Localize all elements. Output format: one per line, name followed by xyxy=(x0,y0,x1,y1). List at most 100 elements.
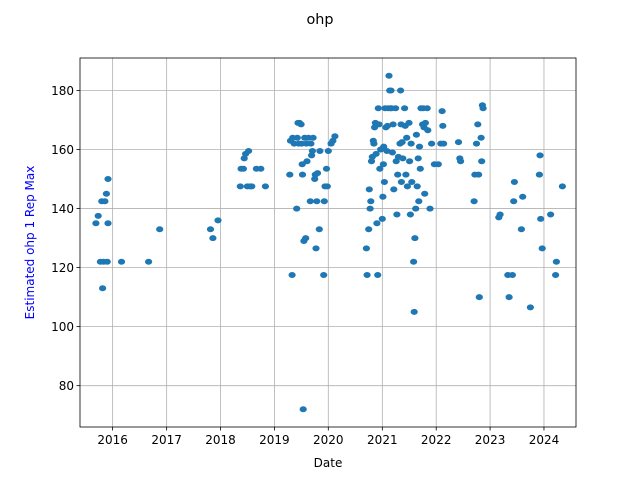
data-point xyxy=(117,258,126,265)
data-point xyxy=(363,272,371,278)
data-point xyxy=(397,87,405,94)
data-point xyxy=(313,198,321,205)
data-point xyxy=(470,198,478,205)
data-point xyxy=(406,158,414,165)
data-point xyxy=(293,205,301,212)
x-tick-label: 2023 xyxy=(475,433,506,447)
data-point xyxy=(299,406,307,413)
data-point xyxy=(261,183,269,190)
data-point xyxy=(510,198,518,205)
data-point xyxy=(519,193,527,200)
data-point xyxy=(322,165,331,172)
data-point xyxy=(412,205,420,212)
data-point xyxy=(477,134,485,141)
data-point xyxy=(379,161,387,168)
data-point xyxy=(245,148,253,154)
data-point xyxy=(505,294,513,301)
data-point xyxy=(401,105,409,112)
data-point xyxy=(526,304,535,311)
data-point xyxy=(315,226,323,233)
data-point xyxy=(375,121,383,128)
data-point xyxy=(308,148,316,154)
data-point xyxy=(479,105,487,112)
y-tick-label: 80 xyxy=(59,379,74,393)
data-point xyxy=(389,121,397,128)
data-point xyxy=(411,235,419,242)
data-point xyxy=(92,220,100,227)
data-point xyxy=(394,171,402,178)
data-point xyxy=(538,245,546,252)
y-tick-label: 140 xyxy=(51,202,74,216)
data-point xyxy=(248,183,256,190)
data-point xyxy=(316,148,324,154)
data-point xyxy=(426,205,434,212)
data-point xyxy=(206,226,215,233)
x-axis-label: Date xyxy=(314,456,343,470)
data-point xyxy=(403,183,411,190)
data-point xyxy=(312,245,320,252)
data-point xyxy=(383,148,391,154)
data-point xyxy=(457,158,465,165)
data-point xyxy=(402,171,410,178)
x-tick-label: 2022 xyxy=(421,433,452,447)
data-point xyxy=(308,152,316,159)
data-point xyxy=(367,158,376,165)
data-point xyxy=(388,149,396,156)
data-point xyxy=(320,198,328,205)
data-point xyxy=(439,122,447,129)
data-point xyxy=(536,152,544,159)
data-point xyxy=(399,155,407,162)
x-tick-label: 2024 xyxy=(529,433,560,447)
data-point xyxy=(475,171,483,178)
data-point xyxy=(385,72,393,79)
data-point xyxy=(410,308,418,315)
data-point xyxy=(372,150,380,157)
data-point xyxy=(376,165,384,172)
data-point xyxy=(472,140,481,147)
data-point xyxy=(390,186,398,193)
data-point xyxy=(374,272,382,278)
data-point xyxy=(329,137,337,144)
data-point xyxy=(94,212,102,219)
data-point xyxy=(547,211,555,218)
data-point xyxy=(392,105,400,112)
data-point xyxy=(405,119,413,126)
data-point xyxy=(302,235,310,242)
data-point xyxy=(383,122,392,129)
data-point xyxy=(298,171,307,178)
data-point xyxy=(415,198,423,205)
data-point xyxy=(209,235,217,242)
data-point xyxy=(104,176,112,182)
data-point xyxy=(286,171,294,178)
data-point xyxy=(438,108,446,115)
data-point xyxy=(240,155,248,162)
data-point xyxy=(362,245,370,252)
data-point xyxy=(434,161,442,168)
data-point xyxy=(307,140,315,147)
data-point xyxy=(236,183,244,190)
data-point xyxy=(552,258,561,265)
data-point xyxy=(303,158,311,165)
y-tick-label: 160 xyxy=(51,143,74,157)
data-point xyxy=(313,170,322,177)
x-tick-label: 2016 xyxy=(97,433,128,447)
y-tick-label: 120 xyxy=(51,261,74,275)
data-point xyxy=(373,220,381,227)
data-point xyxy=(413,183,421,190)
data-point xyxy=(374,105,382,112)
data-point xyxy=(156,226,164,233)
data-point xyxy=(379,193,387,200)
data-point xyxy=(421,190,429,197)
data-point xyxy=(239,165,247,172)
x-tick-label: 2018 xyxy=(205,433,236,447)
x-tick-label: 2021 xyxy=(367,433,398,447)
data-point xyxy=(320,272,328,278)
data-point xyxy=(380,179,388,185)
data-point xyxy=(415,143,424,150)
data-point xyxy=(102,190,110,197)
data-point xyxy=(398,139,406,146)
data-point xyxy=(297,121,305,128)
data-point xyxy=(558,183,567,190)
data-point xyxy=(535,171,544,178)
data-point xyxy=(331,133,339,140)
